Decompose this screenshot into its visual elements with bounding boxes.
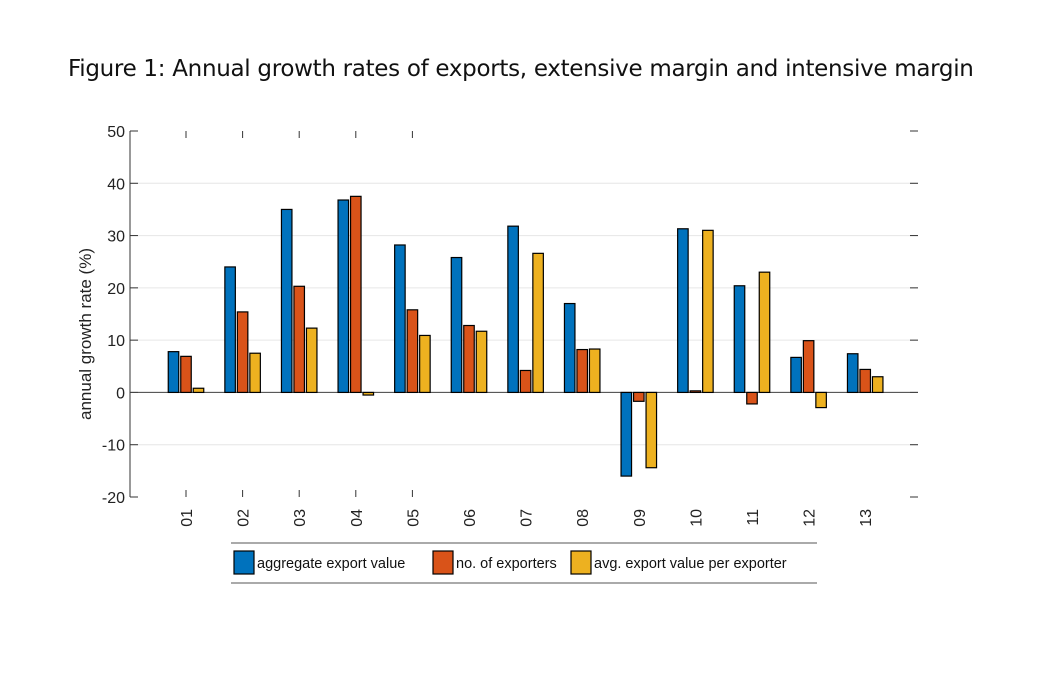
legend-swatch <box>432 550 454 575</box>
bar-aggregate-export-value-02 <box>224 266 236 394</box>
figure-title: Figure 1: Annual growth rates of exports… <box>68 56 974 82</box>
x-tick-label: 07 <box>519 509 536 527</box>
legend-label: avg. export value per exporter <box>594 556 787 572</box>
bar-avg-export-value-per-exporter-12 <box>815 391 827 409</box>
x-tick-label: 06 <box>462 509 479 527</box>
bar-avg-export-value-per-exporter-01 <box>192 387 205 394</box>
y-axis-label: annual growth rate (%) <box>76 248 95 420</box>
bar-aggregate-export-value-11 <box>733 285 746 394</box>
y-tick-label: 0 <box>116 385 125 402</box>
y-tick-labels: -20 -10 0 10 20 30 40 50 <box>102 124 125 507</box>
bar-avg-export-value-per-exporter-13 <box>871 376 884 394</box>
bar-aggregate-export-value-07 <box>507 225 519 394</box>
bar-aggregate-export-value-10 <box>677 228 689 394</box>
bar-avg-export-value-per-exporter-02 <box>249 352 261 394</box>
bar-no-of-exporters-07 <box>519 369 532 394</box>
x-tick-label: 10 <box>688 509 705 527</box>
bar-no-of-exporters-10 <box>689 390 702 394</box>
bar-avg-export-value-per-exporter-10 <box>702 229 714 394</box>
bar-no-of-exporters-01 <box>180 355 192 394</box>
bar-avg-export-value-per-exporter-03 <box>305 327 318 394</box>
bar-avg-export-value-per-exporter-04 <box>362 391 375 396</box>
bar-no-of-exporters-11 <box>746 391 758 405</box>
bar-no-of-exporters-02 <box>236 311 249 394</box>
bar-aggregate-export-value-09 <box>620 391 633 477</box>
legend: aggregate export value no. of exporters av… <box>231 542 817 584</box>
bar-avg-export-value-per-exporter-05 <box>419 334 431 394</box>
legend-swatch <box>233 550 255 575</box>
bar-no-of-exporters-13 <box>859 368 872 394</box>
bar-avg-export-value-per-exporter-09 <box>645 391 658 469</box>
bar-avg-export-value-per-exporter-07 <box>532 252 544 394</box>
bar-aggregate-export-value-05 <box>394 244 406 394</box>
x-tick-labels: 01 02 03 04 05 06 07 08 09 10 11 12 13 <box>179 509 875 527</box>
x-tick-label: 03 <box>292 509 309 527</box>
x-tick-label: 08 <box>575 509 592 527</box>
bar-aggregate-export-value-04 <box>337 199 350 394</box>
y-tick-label: -20 <box>102 490 125 507</box>
y-tick-label: 10 <box>107 333 125 350</box>
y-tick-label: -10 <box>102 438 125 455</box>
legend-label: no. of exporters <box>456 556 557 572</box>
x-tick-label: 13 <box>858 509 875 527</box>
y-tick-label: 50 <box>107 124 125 141</box>
y-tick-label: 40 <box>107 176 125 193</box>
y-tick-label: 20 <box>107 281 125 298</box>
bar-no-of-exporters-12 <box>802 340 815 394</box>
bar-no-of-exporters-04 <box>349 195 362 394</box>
legend-swatch <box>570 550 592 575</box>
x-tick-label: 09 <box>632 509 649 527</box>
bar-aggregate-export-value-06 <box>450 256 463 394</box>
x-tick-label: 12 <box>802 509 819 527</box>
bar-aggregate-export-value-01 <box>167 351 180 394</box>
bar-no-of-exporters-09 <box>632 391 645 402</box>
bar-no-of-exporters-05 <box>406 309 419 394</box>
bar-avg-export-value-per-exporter-11 <box>758 271 771 394</box>
bar-no-of-exporters-08 <box>576 348 589 394</box>
bar-avg-export-value-per-exporter-08 <box>588 348 601 394</box>
x-tick-label: 02 <box>236 509 253 527</box>
bar-aggregate-export-value-08 <box>563 302 576 394</box>
x-tick-label: 01 <box>179 509 196 527</box>
x-tick-label: 04 <box>349 509 366 527</box>
bar-aggregate-export-value-03 <box>280 208 293 394</box>
x-tick-label: 05 <box>405 509 422 527</box>
y-tick-label: 30 <box>107 229 125 246</box>
bar-avg-export-value-per-exporter-06 <box>475 330 488 394</box>
bar-aggregate-export-value-13 <box>846 353 859 394</box>
x-tick-label: 11 <box>745 509 762 526</box>
bar-no-of-exporters-03 <box>293 285 306 394</box>
bars <box>167 195 884 477</box>
bar-aggregate-export-value-12 <box>790 356 802 394</box>
bar-no-of-exporters-06 <box>463 324 475 394</box>
legend-label: aggregate export value <box>257 556 405 572</box>
